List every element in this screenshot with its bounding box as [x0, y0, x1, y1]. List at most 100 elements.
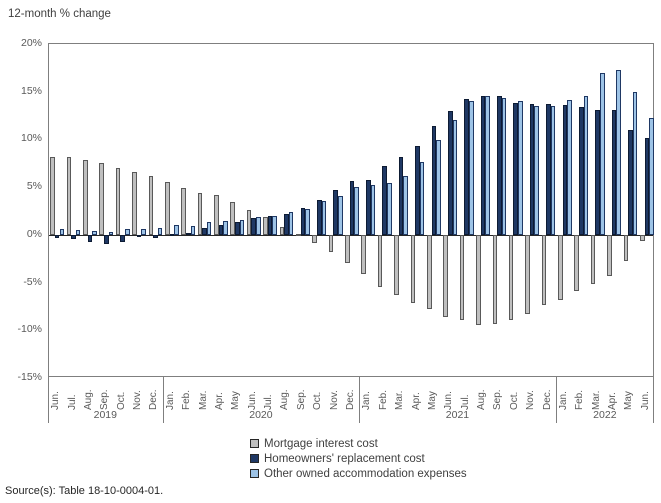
bar — [558, 234, 563, 300]
bar-group — [147, 44, 163, 376]
bar — [387, 183, 392, 235]
bar — [525, 234, 530, 315]
bar — [518, 101, 523, 235]
bar — [83, 160, 88, 235]
bar — [541, 234, 547, 306]
legend-label: Homeowners' replacement cost — [264, 452, 425, 465]
plot-area — [48, 43, 654, 377]
bar — [431, 126, 437, 235]
bar — [328, 234, 334, 253]
bar-group — [213, 44, 229, 376]
bar-group — [327, 44, 343, 376]
bar — [321, 200, 327, 235]
bar-group — [278, 44, 294, 376]
x-month-label: Nov. — [525, 390, 537, 410]
bar-group — [409, 44, 425, 376]
bar — [611, 109, 617, 235]
x-month-label: Jul. — [66, 394, 78, 410]
x-month-label: Mar. — [197, 390, 209, 410]
bar — [141, 229, 146, 235]
x-month-label: Jul. — [263, 394, 275, 410]
bar — [190, 226, 196, 235]
legend-label: Other owned accommodation expenses — [264, 467, 467, 480]
source-note: Source(s): Table 18-10-0004-01. — [5, 485, 164, 497]
x-month-label: Apr. — [410, 392, 422, 410]
bar — [66, 156, 72, 235]
bar — [361, 234, 367, 274]
bar — [398, 156, 404, 235]
bar-group — [442, 44, 458, 376]
bar-group — [508, 44, 524, 376]
bar — [99, 163, 105, 235]
legend-swatch — [250, 454, 259, 463]
bar — [382, 166, 388, 235]
x-month-label: May — [426, 391, 438, 410]
x-month-label: Feb. — [181, 389, 193, 410]
x-month-label: Sep. — [492, 389, 504, 410]
bar — [214, 194, 219, 235]
y-tick-label: -10% — [17, 323, 42, 336]
bar — [235, 222, 240, 235]
bar — [366, 179, 371, 235]
legend-swatch — [250, 439, 259, 448]
bar-group — [622, 44, 638, 376]
bar — [567, 100, 572, 235]
x-year-label: 2020 — [249, 409, 273, 421]
bar — [87, 234, 93, 242]
bar — [316, 199, 322, 235]
bar — [459, 234, 465, 320]
bar-group — [295, 44, 311, 376]
x-month-label: Jan. — [361, 391, 373, 410]
bar-group — [639, 44, 655, 376]
bar — [590, 234, 596, 285]
bar — [623, 234, 629, 261]
bar — [164, 182, 170, 235]
bar — [54, 234, 60, 238]
bar — [125, 229, 130, 235]
x-month-label: Apr. — [607, 392, 619, 410]
bar-group — [606, 44, 622, 376]
bar — [644, 138, 650, 235]
bar-group — [589, 44, 605, 376]
bar — [419, 162, 425, 235]
bar — [546, 104, 551, 235]
bar — [230, 202, 236, 235]
bar-group — [557, 44, 573, 376]
x-year-label: 2019 — [93, 409, 117, 421]
bar — [312, 234, 317, 244]
bar-group — [393, 44, 409, 376]
bar-group — [475, 44, 491, 376]
bar — [115, 168, 121, 235]
bar — [377, 234, 383, 288]
bar-group — [426, 44, 442, 376]
bar — [59, 229, 65, 235]
x-year-label: 2021 — [445, 409, 470, 421]
bar — [206, 222, 212, 235]
year-separator — [48, 377, 49, 423]
bar — [251, 217, 257, 235]
bar — [263, 216, 268, 235]
bar — [92, 231, 97, 235]
y-tick-label: 10% — [20, 132, 42, 145]
bar-group — [180, 44, 196, 376]
bar — [370, 185, 376, 235]
bar — [583, 95, 589, 235]
bar — [501, 98, 507, 235]
year-separator — [359, 377, 361, 423]
bar-group — [229, 44, 245, 376]
x-month-label: Feb. — [574, 389, 586, 410]
y-tick-label: -5% — [23, 275, 42, 288]
bar-group — [115, 44, 131, 376]
y-tick-label: 20% — [20, 37, 42, 49]
bar — [492, 234, 498, 324]
chart-title: 12-month % change — [8, 8, 111, 20]
x-month-label: Jul. — [459, 394, 471, 410]
x-month-label: Oct. — [508, 391, 520, 410]
bar — [75, 230, 81, 235]
bar — [574, 234, 579, 292]
bar — [403, 175, 409, 235]
bar — [436, 140, 441, 235]
bar-group — [164, 44, 180, 376]
x-year-label: 2022 — [593, 409, 617, 421]
bar — [394, 234, 399, 295]
